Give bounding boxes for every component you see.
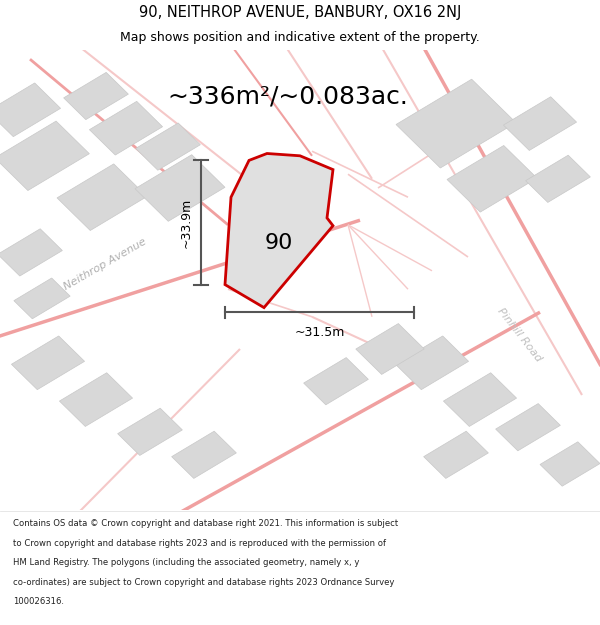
- Polygon shape: [443, 372, 517, 426]
- Polygon shape: [57, 164, 147, 231]
- Polygon shape: [304, 357, 368, 405]
- Polygon shape: [136, 123, 200, 170]
- Polygon shape: [11, 336, 85, 389]
- Text: 90, NEITHROP AVENUE, BANBURY, OX16 2NJ: 90, NEITHROP AVENUE, BANBURY, OX16 2NJ: [139, 5, 461, 20]
- Polygon shape: [396, 79, 516, 168]
- Polygon shape: [172, 431, 236, 478]
- Polygon shape: [0, 121, 89, 191]
- Polygon shape: [0, 83, 61, 137]
- Text: Map shows position and indicative extent of the property.: Map shows position and indicative extent…: [120, 31, 480, 44]
- Text: Neithrop Avenue: Neithrop Avenue: [62, 236, 148, 292]
- Polygon shape: [59, 372, 133, 426]
- Polygon shape: [395, 336, 469, 389]
- Polygon shape: [118, 408, 182, 456]
- Text: Pinhill Road: Pinhill Road: [495, 306, 543, 364]
- Text: 90: 90: [265, 233, 293, 253]
- Polygon shape: [503, 97, 577, 151]
- Polygon shape: [64, 72, 128, 119]
- Text: ~31.5m: ~31.5m: [295, 326, 344, 339]
- Polygon shape: [89, 101, 163, 155]
- Text: co-ordinates) are subject to Crown copyright and database rights 2023 Ordnance S: co-ordinates) are subject to Crown copyr…: [13, 578, 395, 587]
- Text: ~33.9m: ~33.9m: [179, 198, 193, 248]
- Text: 100026316.: 100026316.: [13, 598, 64, 606]
- Text: Contains OS data © Crown copyright and database right 2021. This information is : Contains OS data © Crown copyright and d…: [13, 519, 398, 528]
- Polygon shape: [356, 324, 424, 374]
- Text: to Crown copyright and database rights 2023 and is reproduced with the permissio: to Crown copyright and database rights 2…: [13, 539, 386, 548]
- Text: ~336m²/~0.083ac.: ~336m²/~0.083ac.: [167, 84, 409, 108]
- Text: HM Land Registry. The polygons (including the associated geometry, namely x, y: HM Land Registry. The polygons (includin…: [13, 558, 359, 568]
- Polygon shape: [447, 146, 537, 212]
- Polygon shape: [526, 155, 590, 202]
- Polygon shape: [0, 229, 62, 276]
- Polygon shape: [540, 442, 600, 486]
- Polygon shape: [496, 404, 560, 451]
- Polygon shape: [14, 278, 70, 319]
- Polygon shape: [424, 431, 488, 478]
- Polygon shape: [135, 155, 225, 221]
- Polygon shape: [225, 154, 333, 308]
